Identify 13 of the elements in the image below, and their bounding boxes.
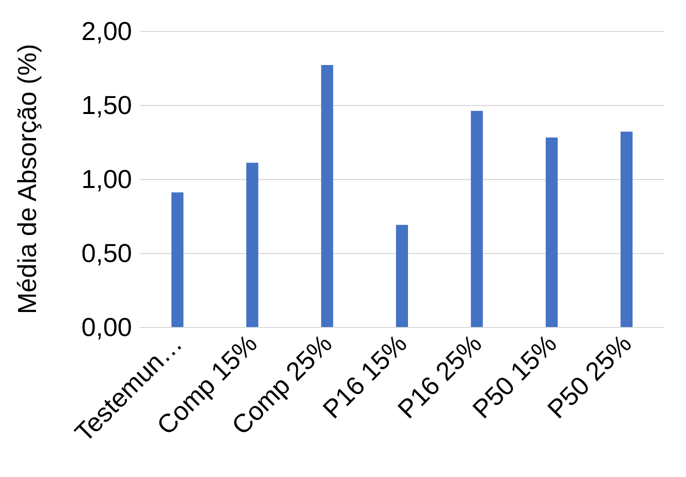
bar — [171, 192, 184, 327]
y-tick-label: 1,00 — [81, 164, 132, 194]
bar — [246, 162, 258, 327]
y-tick-label: 1,50 — [81, 90, 132, 120]
y-tick-label: 0,00 — [81, 312, 132, 342]
y-tick-label: 2,00 — [81, 16, 132, 46]
bar — [470, 110, 483, 327]
bar — [546, 138, 558, 327]
y-axis-title: Média de Absorção (%) — [12, 44, 42, 314]
bar — [620, 132, 633, 327]
bar — [321, 65, 334, 327]
y-tick-label: 0,50 — [81, 238, 132, 268]
bar — [396, 224, 408, 327]
